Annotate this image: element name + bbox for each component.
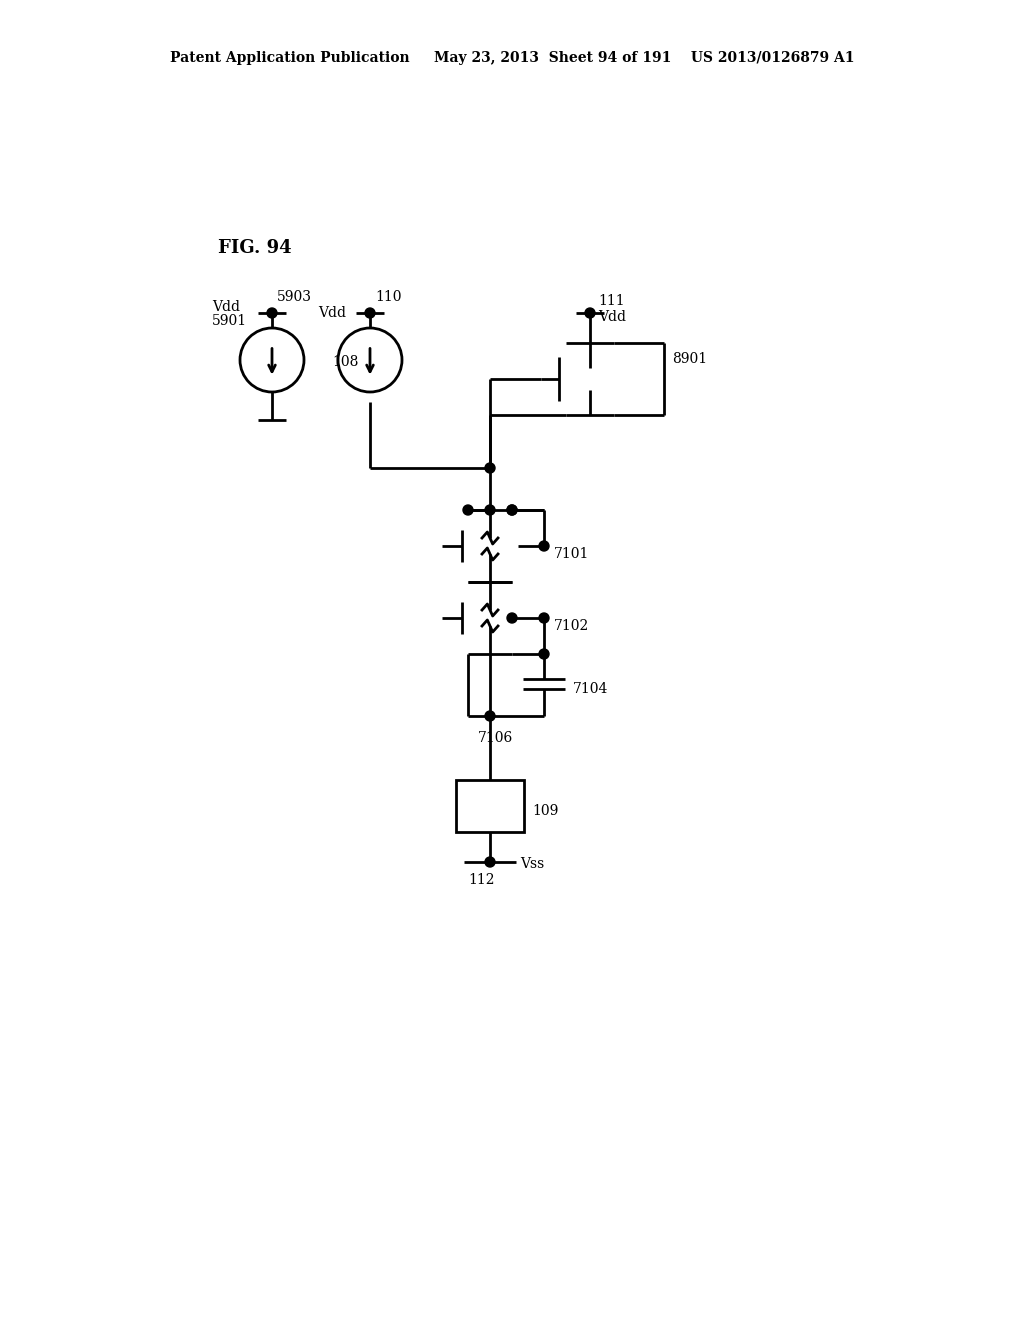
Circle shape — [539, 612, 549, 623]
Text: 5903: 5903 — [278, 290, 312, 304]
Text: 7102: 7102 — [554, 619, 589, 634]
Text: Patent Application Publication     May 23, 2013  Sheet 94 of 191    US 2013/0126: Patent Application Publication May 23, 2… — [170, 51, 854, 65]
Text: Vdd: Vdd — [318, 306, 346, 319]
Text: 111: 111 — [598, 294, 625, 308]
Text: Vss: Vss — [520, 857, 544, 871]
Circle shape — [463, 506, 473, 515]
Text: 7104: 7104 — [573, 682, 608, 696]
Circle shape — [485, 711, 495, 721]
Text: Vdd: Vdd — [598, 310, 626, 323]
Bar — [456, 780, 524, 832]
Circle shape — [507, 506, 517, 515]
Text: 109: 109 — [532, 804, 558, 818]
Circle shape — [539, 541, 549, 550]
Text: FIG. 94: FIG. 94 — [218, 239, 292, 257]
Text: 112: 112 — [468, 873, 495, 887]
Circle shape — [539, 649, 549, 659]
Circle shape — [485, 506, 495, 515]
Text: 108: 108 — [332, 355, 358, 370]
Text: 8901: 8901 — [672, 352, 708, 366]
Circle shape — [485, 463, 495, 473]
Circle shape — [585, 308, 595, 318]
Text: 7106: 7106 — [478, 731, 513, 744]
Circle shape — [267, 308, 278, 318]
Circle shape — [485, 857, 495, 867]
Text: Vdd: Vdd — [212, 300, 240, 314]
Text: 7101: 7101 — [554, 546, 590, 561]
Circle shape — [365, 308, 375, 318]
Text: 5901: 5901 — [212, 314, 247, 327]
Circle shape — [507, 612, 517, 623]
Text: 110: 110 — [375, 290, 401, 304]
Circle shape — [507, 506, 517, 515]
